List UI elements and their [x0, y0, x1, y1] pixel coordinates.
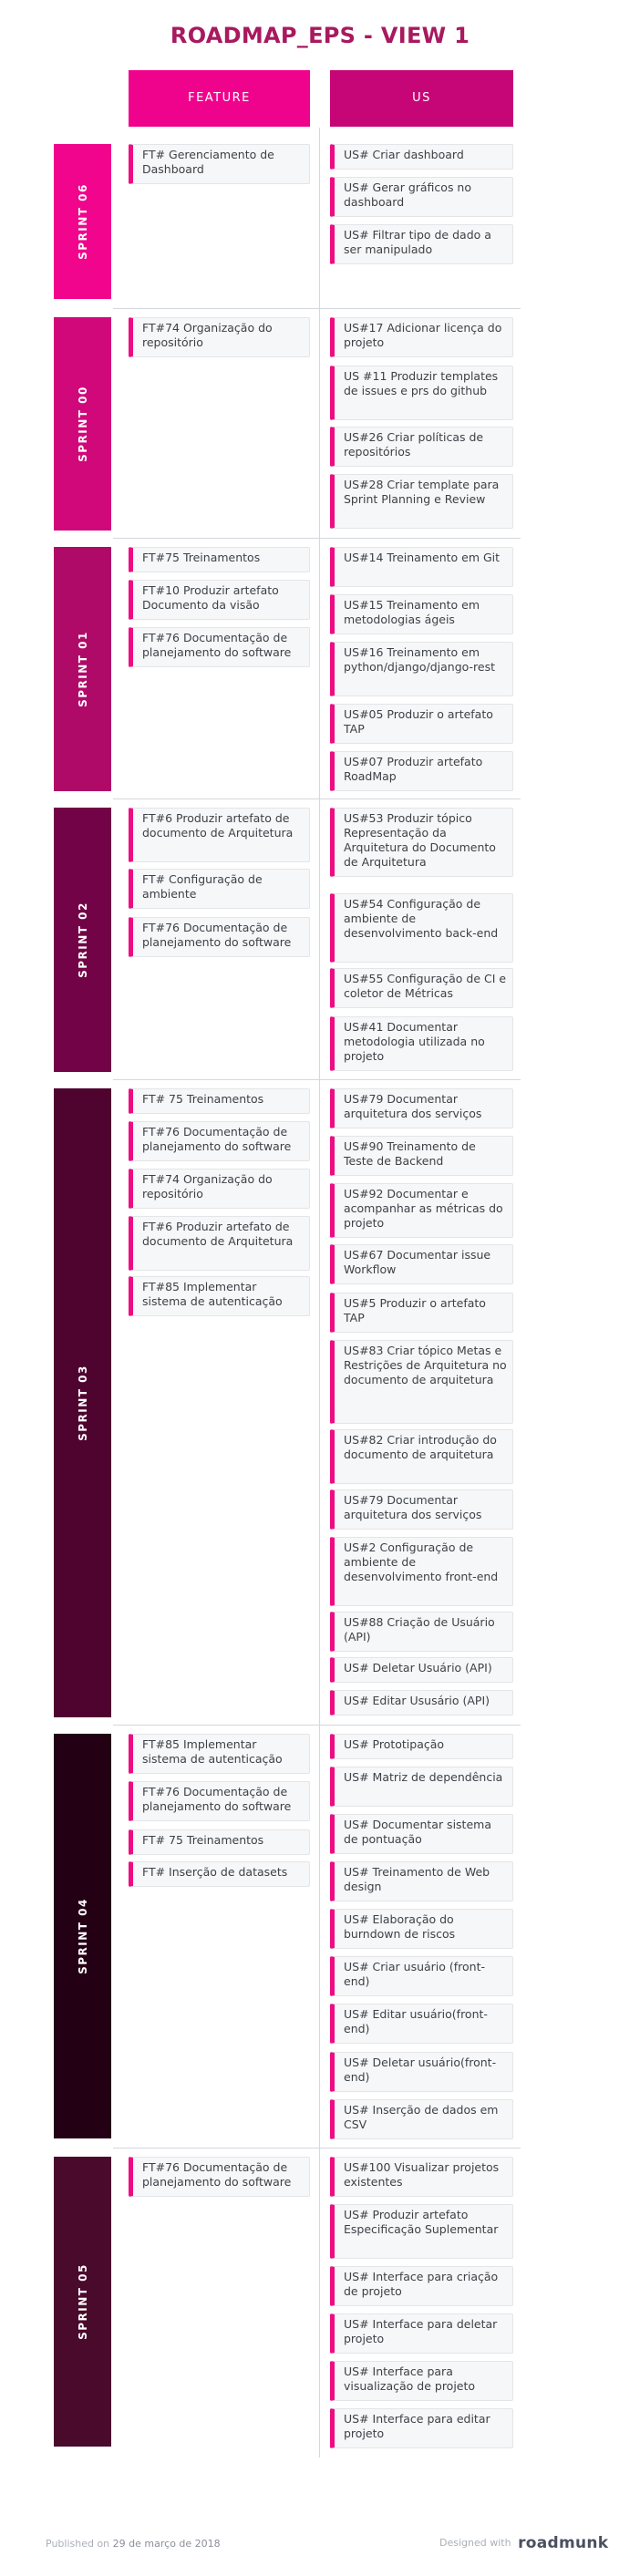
user-story-card[interactable]: US# Prototipação: [330, 1734, 513, 1759]
user-story-card[interactable]: US#92 Documentar e acompanhar as métrica…: [330, 1183, 513, 1238]
feature-card[interactable]: FT# 75 Treinamentos: [129, 1829, 310, 1855]
feature-card[interactable]: FT#75 Treinamentos: [129, 547, 310, 572]
designed-label: Designed with: [439, 2537, 511, 2549]
feature-card[interactable]: FT# Inserção de datasets: [129, 1861, 310, 1887]
feature-card[interactable]: FT#76 Documentação de planejamento do so…: [129, 1121, 310, 1161]
user-story-card[interactable]: US# Gerar gráficos no dashboard: [330, 177, 513, 217]
user-story-card[interactable]: US#41 Documentar metodologia utilizada n…: [330, 1016, 513, 1071]
user-story-card[interactable]: US#26 Criar políticas de repositórios: [330, 427, 513, 467]
designed-with: Designed with roadmunk: [439, 2534, 608, 2552]
user-story-card[interactable]: US# Elaboração do burndown de riscos: [330, 1909, 513, 1949]
sprint-label: SPRINT 02: [76, 902, 89, 978]
feature-card[interactable]: FT#10 Produzir artefato Documento da vis…: [129, 580, 310, 620]
user-story-card[interactable]: US# Documentar sistema de pontuação: [330, 1814, 513, 1854]
user-story-card[interactable]: US# Produzir artefato Especificação Supl…: [330, 2204, 513, 2259]
user-story-card[interactable]: US#16 Treinamento em python/django/djang…: [330, 642, 513, 696]
user-story-card[interactable]: US#2 Configuração de ambiente de desenvo…: [330, 1537, 513, 1606]
user-story-card[interactable]: US# Interface para criação de projeto: [330, 2266, 513, 2306]
sprint-bar[interactable]: SPRINT 00: [54, 317, 111, 531]
sprint-bar[interactable]: SPRINT 05: [54, 2157, 111, 2447]
user-story-card[interactable]: US# Deletar usuário(front-end): [330, 2052, 513, 2092]
user-story-card[interactable]: US#54 Configuração de ambiente de desenv…: [330, 893, 513, 963]
user-story-card[interactable]: US# Criar usuário (front-end): [330, 1956, 513, 1996]
feature-card[interactable]: FT#6 Produzir artefato de documento de A…: [129, 808, 310, 862]
published-info: Published on 29 de março de 2018: [46, 2538, 221, 2550]
user-story-card[interactable]: US#83 Criar tópico Metas e Restrições de…: [330, 1340, 513, 1424]
sprint-label: SPRINT 00: [76, 386, 89, 462]
user-story-card[interactable]: US#07 Produzir artefato RoadMap: [330, 751, 513, 791]
sprint-bar[interactable]: SPRINT 06: [54, 144, 111, 299]
sprint-bar[interactable]: SPRINT 03: [54, 1088, 111, 1717]
user-story-card[interactable]: US# Matriz de dependência: [330, 1767, 513, 1807]
sprint-bar[interactable]: SPRINT 01: [54, 547, 111, 791]
user-story-card[interactable]: US# Deletar Usuário (API): [330, 1657, 513, 1683]
sprint-separator: [113, 308, 521, 309]
sprint-bar[interactable]: SPRINT 04: [54, 1734, 111, 2138]
user-story-card[interactable]: US#90 Treinamento de Teste de Backend: [330, 1136, 513, 1176]
user-story-card[interactable]: US#17 Adicionar licença do projeto: [330, 317, 513, 357]
feature-card[interactable]: FT#85 Implementar sistema de autenticaçã…: [129, 1276, 310, 1316]
sprint-label: SPRINT 01: [76, 631, 89, 707]
feature-card[interactable]: FT#74 Organização do repositório: [129, 1169, 310, 1209]
sprint-label: SPRINT 03: [76, 1365, 89, 1441]
page-title: ROADMAP_EPS - VIEW 1: [170, 23, 470, 48]
user-story-card[interactable]: US#79 Documentar arquitetura dos serviço…: [330, 1088, 513, 1128]
user-story-card[interactable]: US#79 Documentar arquitetura dos serviço…: [330, 1489, 513, 1530]
user-story-card[interactable]: US# Editar Ususário (API): [330, 1690, 513, 1716]
feature-column-header: FEATURE: [129, 70, 310, 127]
us-column-header: US: [330, 70, 513, 127]
user-story-card[interactable]: US#14 Treinamento em Git: [330, 547, 513, 587]
user-story-card[interactable]: US#55 Configuração de CI e coletor de Mé…: [330, 968, 513, 1008]
user-story-card[interactable]: US# Filtrar tipo de dado a ser manipulad…: [330, 224, 513, 264]
feature-card[interactable]: FT# 75 Treinamentos: [129, 1088, 310, 1114]
sprint-label: SPRINT 05: [76, 2263, 89, 2340]
published-label: Published on: [46, 2538, 110, 2550]
user-story-card[interactable]: US#05 Produzir o artefato TAP: [330, 704, 513, 744]
user-story-card[interactable]: US#67 Documentar issue Workflow: [330, 1244, 513, 1284]
sprint-label: SPRINT 06: [76, 183, 89, 260]
user-story-card[interactable]: US# Interface para deletar projeto: [330, 2313, 513, 2354]
feature-card[interactable]: FT# Configuração de ambiente: [129, 869, 310, 909]
user-story-card[interactable]: US#100 Visualizar projetos existentes: [330, 2157, 513, 2197]
feature-card[interactable]: FT#74 Organização do repositório: [129, 317, 310, 357]
user-story-card[interactable]: US#28 Criar template para Sprint Plannin…: [330, 474, 513, 529]
feature-card[interactable]: FT#6 Produzir artefato de documento de A…: [129, 1216, 310, 1271]
sprint-separator: [113, 1079, 521, 1080]
feature-card[interactable]: FT#76 Documentação de planejamento do so…: [129, 2157, 310, 2197]
user-story-card[interactable]: US #11 Produzir templates de issues e pr…: [330, 366, 513, 420]
sprint-label: SPRINT 04: [76, 1898, 89, 1974]
user-story-card[interactable]: US# Criar dashboard: [330, 144, 513, 170]
user-story-card[interactable]: US#15 Treinamento em metodologias ágeis: [330, 594, 513, 634]
column-divider: [319, 128, 320, 2458]
user-story-card[interactable]: US#82 Criar introdução do documento de a…: [330, 1429, 513, 1484]
published-date: 29 de março de 2018: [112, 2538, 221, 2550]
feature-card[interactable]: FT#76 Documentação de planejamento do so…: [129, 1781, 310, 1821]
user-story-card[interactable]: US# Interface para editar projeto: [330, 2408, 513, 2448]
user-story-card[interactable]: US# Editar usuário(front-end): [330, 2004, 513, 2044]
sprint-bar[interactable]: SPRINT 02: [54, 808, 111, 1072]
user-story-card[interactable]: US#53 Produzir tópico Representação da A…: [330, 808, 513, 877]
sprint-separator: [113, 1725, 521, 1726]
user-story-card[interactable]: US# Interface para visualização de proje…: [330, 2361, 513, 2401]
user-story-card[interactable]: US#5 Produzir o artefato TAP: [330, 1293, 513, 1333]
feature-card[interactable]: FT#85 Implementar sistema de autenticaçã…: [129, 1734, 310, 1774]
roadmunk-logo[interactable]: roadmunk: [518, 2534, 609, 2552]
sprint-separator: [113, 538, 521, 539]
user-story-card[interactable]: US# Inserção de dados em CSV: [330, 2099, 513, 2139]
feature-card[interactable]: FT#76 Documentação de planejamento do so…: [129, 627, 310, 667]
feature-card[interactable]: FT# Gerenciamento de Dashboard: [129, 144, 310, 184]
user-story-card[interactable]: US# Treinamento de Web design: [330, 1861, 513, 1901]
feature-card[interactable]: FT#76 Documentação de planejamento do so…: [129, 917, 310, 957]
user-story-card[interactable]: US#88 Criação de Usuário (API): [330, 1612, 513, 1652]
